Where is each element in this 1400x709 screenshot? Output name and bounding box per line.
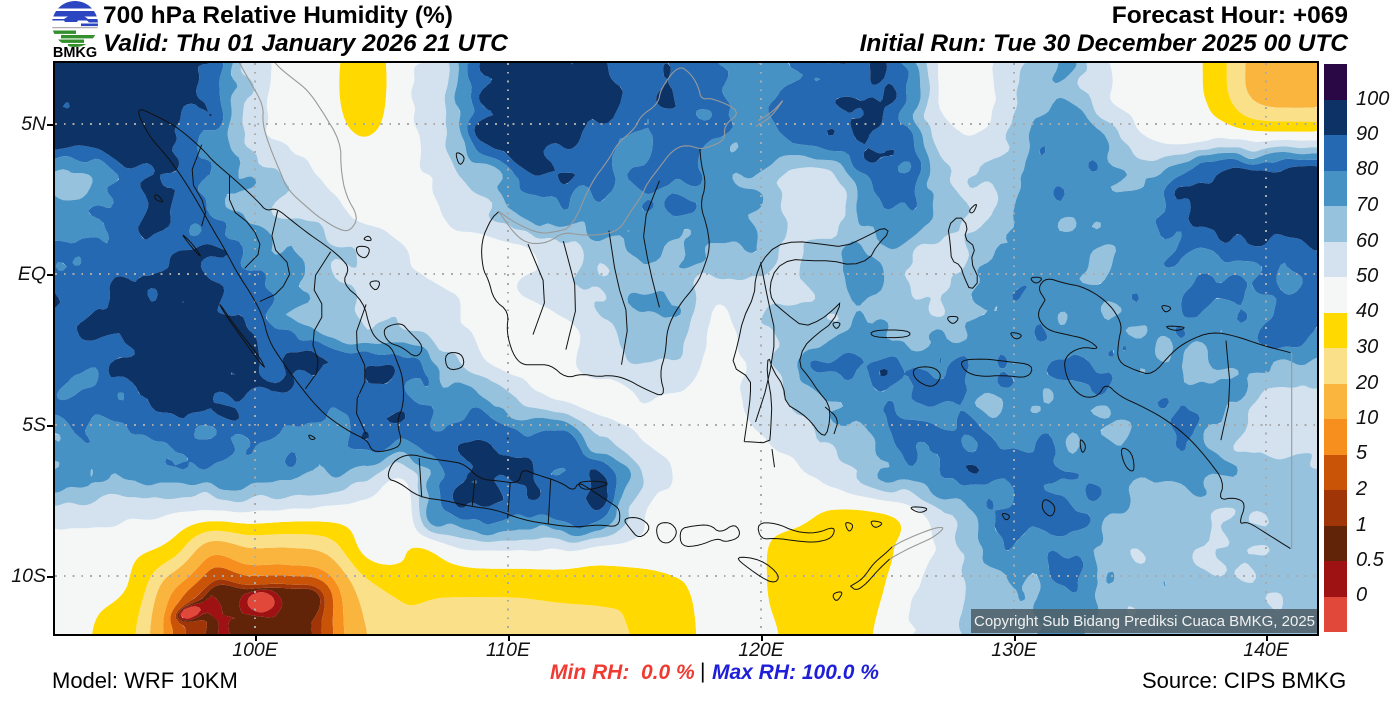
- svg-text:Copyright Sub Bidang Prediksi: Copyright Sub Bidang Prediksi Cuaca BMKG…: [974, 613, 1315, 630]
